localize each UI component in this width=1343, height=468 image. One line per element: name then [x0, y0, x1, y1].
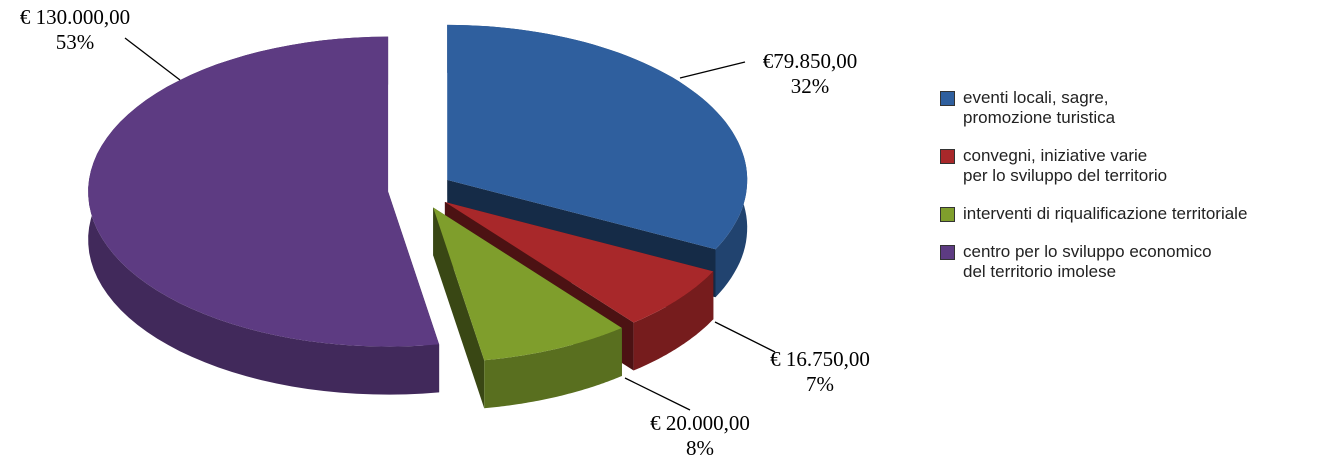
percent-label: 7% [806, 372, 834, 396]
legend-item: eventi locali, sagre, promozione turisti… [940, 88, 1247, 128]
slice-side [633, 271, 714, 371]
leader-line [624, 377, 691, 411]
slice-group [88, 36, 440, 395]
slice-side [433, 207, 485, 409]
slice-group [433, 207, 622, 409]
slice [444, 202, 714, 323]
legend-swatch [940, 91, 955, 106]
percent-label: 53% [56, 30, 95, 54]
legend-label: eventi locali, sagre, promozione turisti… [963, 88, 1116, 127]
leader-line [124, 37, 181, 81]
legend-label: convegni, iniziative varie per lo svilup… [963, 146, 1168, 185]
slice [433, 207, 622, 361]
slice [447, 24, 748, 250]
value-label: € 130.000,00 [20, 5, 130, 29]
leader-line [679, 61, 746, 79]
slice [88, 36, 440, 347]
leader-line [714, 321, 776, 353]
legend-label: centro per lo sviluppo economico del ter… [963, 242, 1212, 281]
percent-label: 32% [791, 74, 830, 98]
legend: eventi locali, sagre, promozione turisti… [940, 88, 1247, 300]
legend-item: interventi di riqualificazione territori… [940, 204, 1247, 224]
percent-label: 8% [686, 436, 714, 460]
legend-swatch [940, 245, 955, 260]
value-label: € 20.000,00 [650, 411, 750, 435]
legend-item: centro per lo sviluppo economico del ter… [940, 242, 1247, 282]
legend-label: interventi di riqualificazione territori… [963, 204, 1248, 223]
slice-side [484, 328, 622, 409]
legend-swatch [940, 149, 955, 164]
value-label: € 16.750,00 [770, 347, 870, 371]
legend-item: convegni, iniziative varie per lo svilup… [940, 146, 1247, 186]
legend-swatch [940, 207, 955, 222]
value-label: €79.850,00 [763, 49, 858, 73]
